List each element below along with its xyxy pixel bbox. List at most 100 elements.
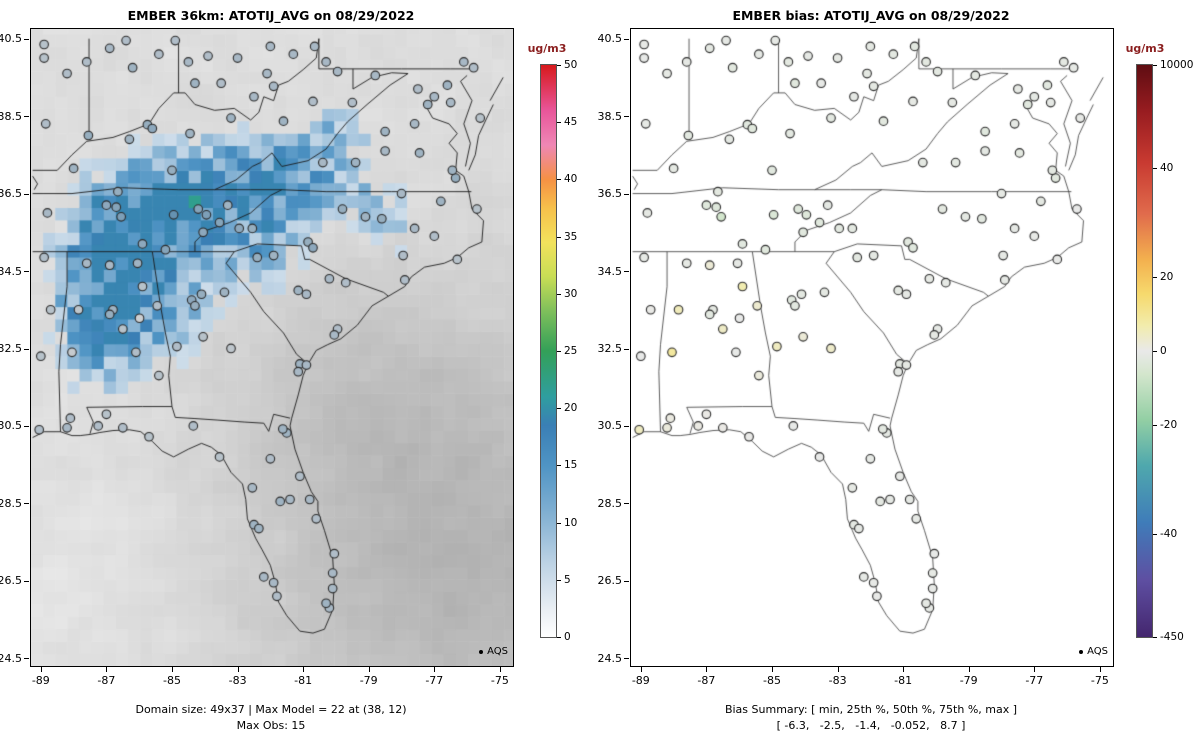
y-axis-tick-label: 38.5 <box>0 109 22 123</box>
y-axis-tick <box>624 116 629 118</box>
y-axis-tick <box>24 193 29 195</box>
model-caption-line2: Max Obs: 15 <box>236 719 306 732</box>
x-axis-tick <box>706 667 708 672</box>
x-axis-tick-label: -87 <box>697 674 716 687</box>
colorbar-tick <box>1153 65 1157 66</box>
aqs-dot-icon <box>1079 649 1084 654</box>
y-axis-tick <box>624 658 629 660</box>
model-colorbar <box>540 64 557 638</box>
colorbar-tick-label: -40 <box>1160 528 1178 540</box>
colorbar-tick-label: -450 <box>1160 631 1184 643</box>
bias-panel-title: EMBER bias: ATOTIJ_AVG on 08/29/2022 <box>732 8 1010 23</box>
x-axis-tick-label: -83 <box>828 674 847 687</box>
colorbar-tick-label: 10000 <box>1160 59 1194 71</box>
colorbar-tick-label: 45 <box>564 116 578 129</box>
x-axis-tick <box>434 667 436 672</box>
y-axis-tick-label: 28.5 <box>597 496 623 510</box>
x-axis-tick <box>1099 667 1101 672</box>
x-axis-tick-label: -89 <box>631 674 650 687</box>
colorbar-tick <box>1153 637 1157 638</box>
y-axis-tick-label: 28.5 <box>0 496 22 510</box>
x-axis-tick-label: -75 <box>490 674 509 687</box>
colorbar-tick <box>557 236 561 238</box>
colorbar-tick-label: 20 <box>564 402 578 415</box>
colorbar-tick-label: 15 <box>564 459 578 472</box>
bias-caption-line2: [ -6.3, -2.5, -1.4, -0.052, 8.7 ] <box>776 719 966 732</box>
y-axis-tick <box>624 193 629 195</box>
y-axis-tick <box>24 580 29 582</box>
colorbar-tick <box>1153 351 1157 352</box>
x-axis-tick-label: -79 <box>959 674 978 687</box>
y-axis-tick-label: 32.5 <box>0 342 22 355</box>
y-axis-tick <box>24 38 29 40</box>
y-axis-tick-label: 26.5 <box>597 574 623 588</box>
model-colorbar-unit: ug/m3 <box>527 42 567 55</box>
colorbar-tick-label: 35 <box>564 230 578 243</box>
colorbar-tick <box>557 465 561 467</box>
y-axis-tick <box>624 580 629 582</box>
aqs-dot-icon <box>479 649 484 654</box>
x-axis-tick-label: -87 <box>97 674 116 687</box>
x-axis-tick-label: -77 <box>1025 674 1044 687</box>
y-axis-tick <box>24 425 29 427</box>
model-panel-title: EMBER 36km: ATOTIJ_AVG on 08/29/2022 <box>127 8 415 23</box>
bias-colorbar-unit: ug/m3 <box>1125 42 1165 55</box>
x-axis-tick <box>172 667 173 672</box>
colorbar-tick <box>557 351 561 352</box>
colorbar-tick <box>557 122 561 124</box>
model-caption-line1: Domain size: 49x37 | Max Model = 22 at (… <box>135 703 407 716</box>
y-axis-tick <box>24 348 29 350</box>
y-axis-tick-label: 24.5 <box>0 651 22 665</box>
aqs-legend-label: AQS <box>487 646 508 657</box>
model-map-canvas <box>30 28 514 667</box>
aqs-legend-label: AQS <box>1087 646 1108 657</box>
bias-aqs-legend: AQS <box>1040 646 1108 657</box>
y-axis-tick-label: 32.5 <box>597 342 623 355</box>
y-axis-tick-label: 36.5 <box>597 187 623 201</box>
colorbar-tick <box>1153 425 1157 427</box>
colorbar-tick-label: 0 <box>1160 345 1167 357</box>
y-axis-tick <box>24 271 29 272</box>
y-axis-tick <box>624 503 629 505</box>
x-axis-tick <box>1034 667 1036 672</box>
y-axis-tick-label: 26.5 <box>0 574 22 588</box>
colorbar-tick-label: 50 <box>564 59 578 71</box>
x-axis-tick-label: -79 <box>359 674 378 687</box>
y-axis-tick-label: 30.5 <box>597 419 623 433</box>
x-axis-tick <box>303 667 305 672</box>
colorbar-tick <box>557 408 561 410</box>
colorbar-tick <box>1153 534 1157 535</box>
y-axis-tick <box>624 38 629 40</box>
y-axis-tick-label: 40.5 <box>597 32 623 46</box>
x-axis-tick <box>237 667 239 672</box>
colorbar-tick <box>557 179 561 181</box>
y-axis-tick-label: 30.5 <box>0 419 22 433</box>
x-axis-tick <box>640 667 642 672</box>
x-axis-tick-label: -89 <box>31 674 50 687</box>
colorbar-tick <box>557 65 561 66</box>
y-axis-tick <box>624 271 629 272</box>
y-axis-tick-label: 34.5 <box>0 264 22 278</box>
y-axis-tick <box>24 503 29 505</box>
y-axis-tick-label: 40.5 <box>0 32 22 46</box>
colorbar-tick <box>1153 276 1157 278</box>
colorbar-tick-label: 0 <box>564 631 571 643</box>
x-axis-tick <box>968 667 970 672</box>
bias-colorbar <box>1136 64 1153 638</box>
x-axis-tick <box>40 667 42 672</box>
x-axis-tick <box>837 667 839 672</box>
x-axis-tick-label: -85 <box>763 674 781 687</box>
model-aqs-legend: AQS <box>440 646 508 657</box>
colorbar-tick-label: 30 <box>564 287 578 300</box>
y-axis-tick-label: 34.5 <box>597 264 623 278</box>
colorbar-tick <box>1153 168 1157 169</box>
y-axis-tick <box>624 348 629 350</box>
y-axis-tick-label: 38.5 <box>597 109 623 123</box>
x-axis-tick-label: -75 <box>1090 674 1109 687</box>
y-axis-tick <box>624 425 629 427</box>
colorbar-tick-label: 20 <box>1160 270 1174 283</box>
x-axis-tick <box>499 667 501 672</box>
y-axis-tick-label: 36.5 <box>0 187 22 201</box>
x-axis-tick-label: -81 <box>294 674 313 687</box>
